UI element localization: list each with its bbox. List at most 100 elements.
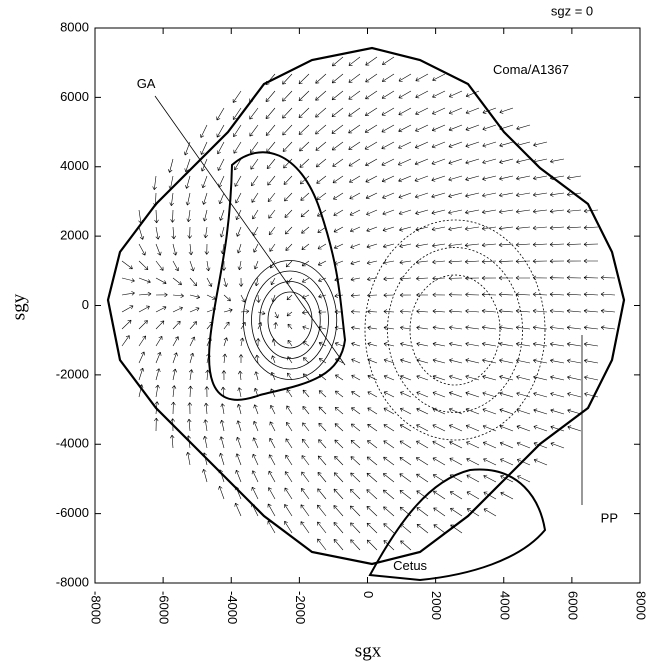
flow-arrow xyxy=(265,107,276,120)
flow-arrow xyxy=(138,351,145,364)
flow-arrow xyxy=(383,473,395,483)
flow-arrow xyxy=(350,243,361,249)
flow-arrow xyxy=(382,192,395,199)
flow-arrow xyxy=(533,391,548,398)
flow-arrow xyxy=(155,351,162,364)
flow-arrow xyxy=(383,260,395,265)
flow-arrow xyxy=(600,275,616,280)
flow-arrow xyxy=(269,421,276,432)
flow-arrow xyxy=(172,336,179,347)
flow-arrow xyxy=(251,470,259,483)
x-tick-label: -2000 xyxy=(293,591,308,624)
flow-arrow xyxy=(252,453,259,466)
flow-arrow xyxy=(416,490,429,500)
flow-arrow xyxy=(300,488,310,500)
flow-arrow xyxy=(466,474,480,483)
flow-arrow xyxy=(267,175,276,186)
flow-arrow xyxy=(432,73,446,82)
flow-arrow xyxy=(284,487,293,500)
density-contour xyxy=(267,291,313,349)
flow-arrow xyxy=(533,441,548,449)
flow-arrow xyxy=(282,90,293,102)
flow-arrow xyxy=(448,308,463,314)
flow-arrow xyxy=(416,358,429,364)
flow-arrow xyxy=(282,141,293,152)
flow-arrow xyxy=(533,375,548,381)
flow-arrow xyxy=(367,374,378,381)
flow-arrow xyxy=(566,258,582,264)
flow-arrow xyxy=(285,243,293,251)
flow-arrow xyxy=(515,259,531,264)
flow-arrow xyxy=(255,338,261,347)
x-tick-label: 8000 xyxy=(634,591,649,620)
flow-arrow xyxy=(333,243,344,249)
flow-arrow xyxy=(266,141,276,153)
flow-arrow xyxy=(583,275,599,280)
flow-arrow xyxy=(482,358,497,364)
flow-arrow xyxy=(251,486,259,500)
flow-arrow xyxy=(172,352,178,364)
flow-arrow xyxy=(317,488,327,500)
flow-arrow xyxy=(302,341,310,347)
flow-arrow xyxy=(271,294,276,303)
flow-arrow xyxy=(318,406,327,415)
flow-arrow xyxy=(433,490,446,500)
flow-arrow xyxy=(334,439,344,449)
flow-arrow xyxy=(315,107,327,118)
flow-arrow xyxy=(300,192,310,201)
flow-arrow xyxy=(267,520,276,534)
flow-arrow xyxy=(499,107,514,114)
y-tick-label: 4000 xyxy=(60,158,89,173)
flow-arrow xyxy=(533,175,548,181)
flow-arrow xyxy=(448,107,463,115)
flow-arrow xyxy=(286,277,293,284)
flow-arrow xyxy=(349,175,361,183)
flow-arrow xyxy=(516,408,531,415)
flow-arrow xyxy=(416,292,429,298)
flow-arrow xyxy=(432,309,446,314)
flow-arrow xyxy=(483,474,497,483)
flow-arrow xyxy=(549,308,565,314)
flow-arrow xyxy=(464,226,480,231)
flow-arrow xyxy=(416,309,429,314)
flow-arrow xyxy=(348,90,361,100)
flow-arrow xyxy=(236,226,242,237)
flow-arrow xyxy=(366,226,378,233)
flow-arrow xyxy=(533,458,548,466)
flow-arrow xyxy=(398,192,412,199)
flow-arrow xyxy=(169,192,174,206)
y-axis-label: sgy xyxy=(8,293,29,320)
flow-arrow xyxy=(249,90,259,103)
flow-arrow xyxy=(516,458,531,466)
flow-arrow xyxy=(415,90,429,99)
flow-arrow xyxy=(203,419,208,432)
flow-arrow xyxy=(515,242,531,247)
flow-arrow xyxy=(465,175,480,182)
flow-arrow xyxy=(287,323,293,330)
flow-arrow xyxy=(600,292,616,297)
flow-arrow xyxy=(448,243,463,248)
flow-arrow xyxy=(348,56,361,66)
flow-arrow xyxy=(171,401,176,415)
flow-arrow xyxy=(216,124,225,138)
flow-arrow xyxy=(549,341,565,347)
flow-arrow xyxy=(267,487,276,500)
flow-arrow xyxy=(516,391,531,398)
flow-arrow xyxy=(253,404,259,415)
flow-arrow xyxy=(287,372,293,381)
flow-arrow xyxy=(533,408,548,415)
flow-arrow xyxy=(399,473,412,483)
flow-arrow xyxy=(498,292,514,297)
flow-arrow xyxy=(465,424,480,432)
flow-arrow xyxy=(482,374,497,381)
flow-arrow xyxy=(365,175,378,183)
flow-arrow xyxy=(400,391,412,398)
flow-arrow xyxy=(218,485,225,500)
flow-arrow xyxy=(532,192,548,197)
flow-arrow xyxy=(168,158,174,173)
ga-contour xyxy=(208,151,347,401)
flow-arrow xyxy=(448,175,463,182)
flow-arrow xyxy=(200,141,208,155)
flow-arrow xyxy=(220,243,226,255)
flow-arrow xyxy=(220,403,225,415)
